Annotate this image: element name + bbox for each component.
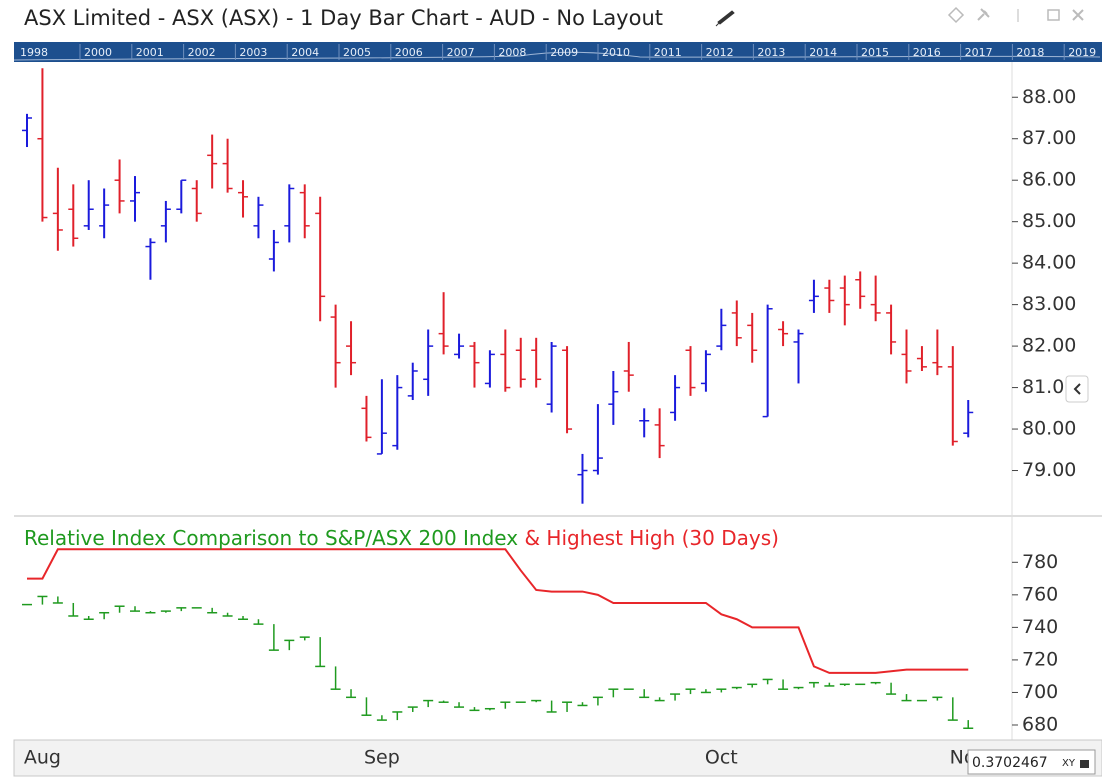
highest-high-line bbox=[27, 548, 969, 674]
maximize-icon[interactable] bbox=[1047, 9, 1060, 21]
timeline-year: 2019 bbox=[1068, 46, 1096, 59]
y-tick-label: 88.00 bbox=[1022, 86, 1076, 108]
panel-title-green: Relative Index Comparison to S&P/ASX 200… bbox=[24, 526, 518, 550]
y-tick-label: 82.00 bbox=[1022, 335, 1076, 357]
timeline-year: 2005 bbox=[343, 46, 371, 59]
timeline-year: 2001 bbox=[136, 46, 164, 59]
collapse-button[interactable] bbox=[1065, 375, 1089, 403]
y-tick-label: 680 bbox=[1022, 713, 1058, 735]
y-tick-label: 84.00 bbox=[1022, 252, 1076, 274]
y-tick-label: 83.00 bbox=[1022, 293, 1076, 315]
collapse-arrow bbox=[1073, 383, 1081, 395]
y-tick-label: 85.00 bbox=[1022, 210, 1076, 232]
timeline-year: 2002 bbox=[188, 46, 216, 59]
timeline-year: 1998 bbox=[20, 46, 48, 59]
x-axis-strip bbox=[13, 739, 1102, 777]
x-tick-label: Aug bbox=[24, 747, 61, 769]
value-box-mode: XY bbox=[1062, 758, 1076, 769]
timeline-year: 2008 bbox=[498, 46, 526, 59]
timeline-year: 2006 bbox=[395, 46, 423, 59]
timeline-year: 2010 bbox=[602, 46, 630, 59]
pin-icon[interactable] bbox=[977, 8, 990, 21]
timeline-year: 2007 bbox=[447, 46, 475, 59]
timeline-year: 2012 bbox=[706, 46, 734, 59]
y-tick-label: 79.00 bbox=[1022, 459, 1076, 481]
value-box-value: 0.3702467 bbox=[972, 755, 1048, 771]
diamond-icon[interactable] bbox=[947, 6, 965, 24]
timeline-year: 2000 bbox=[84, 46, 112, 59]
timeline-year: 2003 bbox=[239, 46, 267, 59]
y-tick-label: 760 bbox=[1022, 583, 1058, 605]
timeline-year: 2017 bbox=[965, 46, 993, 59]
y-tick-label: 87.00 bbox=[1022, 127, 1076, 149]
timeline-year: 2009 bbox=[550, 46, 578, 59]
lock-icon[interactable] bbox=[1080, 760, 1089, 768]
x-tick-label: Oct bbox=[705, 747, 738, 769]
y-tick-label: 80.00 bbox=[1022, 418, 1076, 440]
y-tick-label: 740 bbox=[1022, 616, 1058, 638]
window-title: ASX Limited - ASX (ASX) - 1 Day Bar Char… bbox=[24, 6, 663, 30]
edit-icon[interactable] bbox=[715, 10, 735, 27]
plot-area: 79.00 80.00 81.00 82.00 83.00 84.00 85.00 86.00… bbox=[22, 68, 1076, 769]
close-icon[interactable] bbox=[1072, 9, 1084, 21]
timeline-year: 2018 bbox=[1016, 46, 1044, 59]
value-box[interactable] bbox=[967, 749, 1096, 775]
y-tick-label: 720 bbox=[1022, 648, 1058, 670]
x-tick-label: Sep bbox=[364, 747, 400, 769]
timeline-year: 2016 bbox=[913, 46, 941, 59]
timeline-year: 2014 bbox=[809, 46, 837, 59]
timeline-year: 2011 bbox=[654, 46, 682, 59]
panel-title-red: & Highest High (30 Days) bbox=[524, 526, 779, 550]
timeline-year: 2015 bbox=[861, 46, 889, 59]
timeline-year: 2013 bbox=[757, 46, 785, 59]
y-tick-label: 780 bbox=[1022, 551, 1058, 573]
timeline-years: 1998 2000 2001 2002 2003 2004 2005 2006 2007 2008… bbox=[20, 44, 1096, 60]
y-tick-label: 81.00 bbox=[1022, 376, 1076, 398]
y-tick-label: 700 bbox=[1022, 681, 1058, 703]
y-tick-label: 86.00 bbox=[1022, 169, 1076, 191]
timeline-year: 2004 bbox=[291, 46, 319, 59]
panel-title: Relative Index Comparison to S&P/ASX 200… bbox=[24, 526, 779, 550]
